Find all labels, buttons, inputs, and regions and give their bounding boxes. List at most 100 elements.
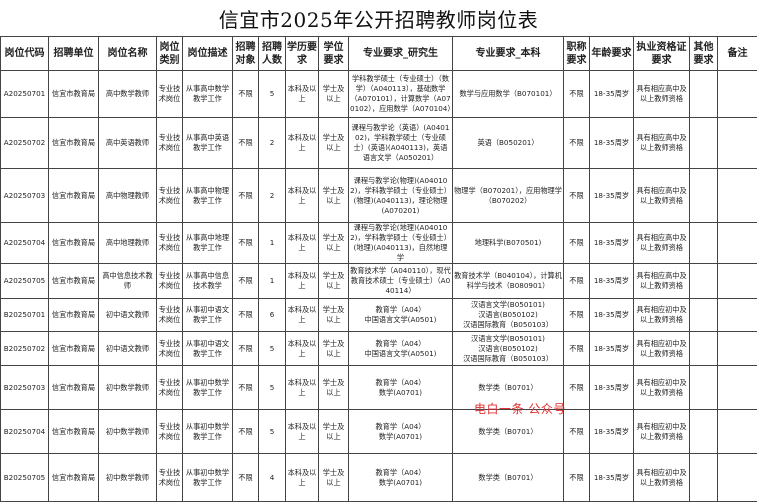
table-cell <box>718 264 757 299</box>
column-header: 专业要求_研究生 <box>349 37 453 71</box>
table-cell <box>690 410 718 454</box>
table-cell: 不限 <box>233 264 259 299</box>
table-cell: 高中数学教师 <box>99 71 157 118</box>
table-cell: 18-35周岁 <box>590 71 634 118</box>
table-cell <box>690 118 718 169</box>
table-cell: 从事高中数学教学工作 <box>183 71 233 118</box>
table-cell: 5 <box>259 71 286 118</box>
table-cell: 本科及以上 <box>286 169 319 223</box>
table-cell: 课程与教学论(物理)(A040102)，学科教学硕士（专业硕士）(物理)(A04… <box>349 169 453 223</box>
table-cell: 5 <box>259 366 286 410</box>
table-cell: 教育技术学（B040104），计算机科学与技术（B080901） <box>453 264 564 299</box>
table-cell <box>690 264 718 299</box>
table-cell: 具有相应高中及以上教师资格 <box>634 118 690 169</box>
table-cell: 本科及以上 <box>286 71 319 118</box>
table-cell: 本科及以上 <box>286 223 319 264</box>
table-cell: 汉语言文学(B050101) 汉语言(B050102) 汉语国际教育（B0501… <box>453 299 564 332</box>
table-cell <box>690 169 718 223</box>
table-cell: 4 <box>259 454 286 502</box>
table-cell <box>718 410 757 454</box>
table-cell: 课程与教学论（英语）(A040102)，学科教学硕士（专业硕士）(英语)(A04… <box>349 118 453 169</box>
table-cell: 信宜市教育局 <box>49 169 99 223</box>
table-cell: 信宜市教育局 <box>49 332 99 366</box>
table-cell: 本科及以上 <box>286 118 319 169</box>
table-cell: 18-35周岁 <box>590 169 634 223</box>
table-cell: 信宜市教育局 <box>49 299 99 332</box>
table-cell: 信宜市教育局 <box>49 264 99 299</box>
column-header: 其他要求 <box>690 37 718 71</box>
table-cell: 信宜市教育局 <box>49 223 99 264</box>
table-cell: 地理科学(B070501) <box>453 223 564 264</box>
table-cell <box>718 366 757 410</box>
table-cell: 初中语文教师 <box>99 299 157 332</box>
column-header: 学位要求 <box>319 37 349 71</box>
table-cell: 专业技术岗位 <box>157 299 183 332</box>
table-cell: 信宜市教育局 <box>49 410 99 454</box>
page-title: 信宜市2025年公开招聘教师岗位表 <box>0 0 757 36</box>
column-header: 岗位描述 <box>183 37 233 71</box>
table-cell: 学士及以上 <box>319 264 349 299</box>
table-cell: B20250702 <box>1 332 49 366</box>
table-cell: 学士及以上 <box>319 410 349 454</box>
table-cell: 从事高中信息技术教学 <box>183 264 233 299</box>
table-cell <box>690 366 718 410</box>
table-cell: A20250701 <box>1 71 49 118</box>
table-cell: 教育学（A04） 数学(A0701) <box>349 366 453 410</box>
table-cell: B20250705 <box>1 454 49 502</box>
column-header: 专业要求_本科 <box>453 37 564 71</box>
table-cell: 不限 <box>564 410 590 454</box>
table-cell: B20250701 <box>1 299 49 332</box>
table-cell: 高中信息技术教师 <box>99 264 157 299</box>
column-header: 招聘人数 <box>259 37 286 71</box>
table-cell: 信宜市教育局 <box>49 71 99 118</box>
table-cell: 不限 <box>233 299 259 332</box>
table-cell: 学士及以上 <box>319 366 349 410</box>
table-cell: 本科及以上 <box>286 454 319 502</box>
table-cell: 1 <box>259 223 286 264</box>
table-cell: 不限 <box>564 71 590 118</box>
table-cell <box>718 169 757 223</box>
table-cell: 从事初中语文教学工作 <box>183 332 233 366</box>
table-cell: A20250703 <box>1 169 49 223</box>
table-cell: 不限 <box>233 366 259 410</box>
table-cell: 物理学（B070201），应用物理学（B070202） <box>453 169 564 223</box>
column-header: 岗位名称 <box>99 37 157 71</box>
table-cell: 不限 <box>233 410 259 454</box>
table-cell: 具有相应初中及以上教师资格 <box>634 332 690 366</box>
table-cell: 具有相应初中及以上教师资格 <box>634 454 690 502</box>
table-cell: 数学类（B0701） <box>453 366 564 410</box>
column-header: 年龄要求 <box>590 37 634 71</box>
table-cell: 2 <box>259 118 286 169</box>
job-table: 岗位代码招聘单位岗位名称岗位类别岗位描述招聘对象招聘人数学历要求学位要求专业要求… <box>0 36 757 502</box>
table-cell: 1 <box>259 264 286 299</box>
table-cell: 从事高中地理教学工作 <box>183 223 233 264</box>
table-cell: 18-35周岁 <box>590 454 634 502</box>
table-cell: 从事初中数学教学工作 <box>183 410 233 454</box>
table-cell <box>718 454 757 502</box>
table-cell: 信宜市教育局 <box>49 366 99 410</box>
table-cell: 专业技术岗位 <box>157 366 183 410</box>
table-cell: 不限 <box>233 118 259 169</box>
table-cell: 教育学（A04） 中国语言文学(A0501) <box>349 332 453 366</box>
table-cell: 2 <box>259 169 286 223</box>
table-cell: 18-35周岁 <box>590 264 634 299</box>
table-cell: 不限 <box>564 223 590 264</box>
table-cell: 信宜市教育局 <box>49 118 99 169</box>
table-cell: 不限 <box>564 264 590 299</box>
table-cell: 不限 <box>564 332 590 366</box>
table-cell <box>718 223 757 264</box>
table-cell: 本科及以上 <box>286 299 319 332</box>
column-header: 招聘对象 <box>233 37 259 71</box>
table-cell: 学士及以上 <box>319 71 349 118</box>
table-cell: 本科及以上 <box>286 264 319 299</box>
table-cell: 学士及以上 <box>319 332 349 366</box>
column-header: 岗位类别 <box>157 37 183 71</box>
table-cell: 教育学（A04） 数学(A0701) <box>349 410 453 454</box>
table-cell: 教育学（A04） 数学(A0701) <box>349 454 453 502</box>
table-cell <box>690 299 718 332</box>
table-cell <box>690 223 718 264</box>
